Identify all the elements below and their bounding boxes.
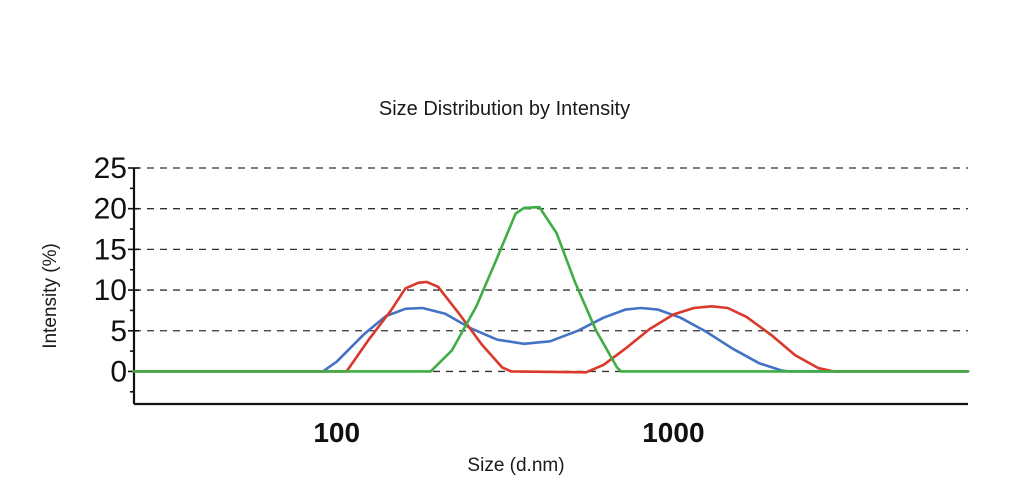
x-axis-label: Size (d.nm) bbox=[467, 455, 564, 476]
y-tick-label-20: 20 bbox=[94, 193, 127, 226]
series-lines bbox=[132, 205, 970, 374]
series-line-3 bbox=[132, 205, 970, 373]
series-line-1 bbox=[132, 306, 970, 373]
y-tick-label-10: 10 bbox=[94, 274, 127, 307]
chart-title: Size Distribution by Intensity bbox=[378, 98, 631, 120]
y-tick-label-25: 25 bbox=[94, 152, 127, 185]
y-tick-label-0: 0 bbox=[110, 355, 127, 388]
series-line-2 bbox=[132, 280, 970, 374]
x-tick-label-100: 100 bbox=[313, 417, 360, 448]
axes bbox=[132, 168, 968, 406]
y-tick-label-15: 15 bbox=[94, 233, 127, 266]
y-axis-label: Intensity (%) bbox=[40, 243, 61, 349]
y-ticks: 0 5 10 15 20 25 bbox=[94, 152, 139, 393]
x-ticks: 100 1000 bbox=[313, 417, 704, 448]
y-tick-label-5: 5 bbox=[110, 315, 127, 348]
x-tick-label-1000: 1000 bbox=[642, 417, 704, 448]
